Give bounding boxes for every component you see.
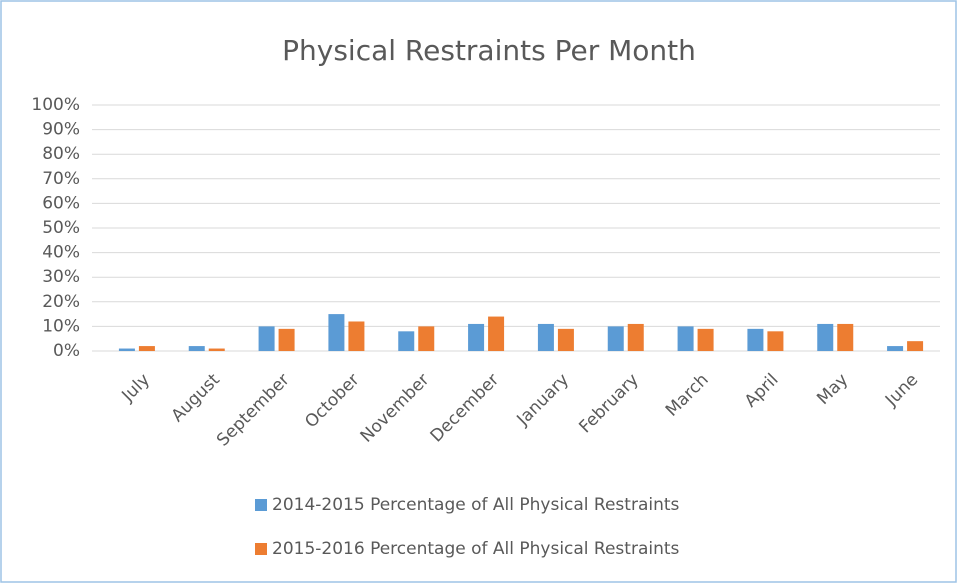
bar xyxy=(488,316,505,351)
y-tick-label: 60% xyxy=(42,193,80,213)
bar xyxy=(747,328,764,351)
y-tick-label: 10% xyxy=(42,316,80,336)
y-tick-label: 20% xyxy=(42,292,80,312)
chart-title: Physical Restraints Per Month xyxy=(282,34,696,67)
legend-label: 2014-2015 Percentage of All Physical Res… xyxy=(272,495,680,515)
bar xyxy=(907,341,924,351)
y-tick-label: 30% xyxy=(42,267,80,287)
bar xyxy=(398,331,415,351)
bar xyxy=(208,348,225,351)
bar xyxy=(557,328,574,351)
bar xyxy=(188,346,205,351)
bar xyxy=(348,321,365,351)
bar xyxy=(887,346,904,351)
legend-swatch xyxy=(255,543,267,555)
bar xyxy=(138,346,155,351)
bar xyxy=(767,331,784,351)
y-tick-label: 0% xyxy=(53,341,80,361)
legend-swatch xyxy=(255,499,267,511)
bar xyxy=(537,323,554,351)
bar xyxy=(118,348,135,351)
legend-label: 2015-2016 Percentage of All Physical Res… xyxy=(272,539,680,559)
y-tick-label: 40% xyxy=(42,243,80,263)
y-tick-label: 70% xyxy=(42,169,80,189)
bar xyxy=(627,323,644,351)
y-tick-label: 90% xyxy=(42,120,80,140)
bar xyxy=(328,314,345,351)
bar xyxy=(697,328,714,351)
bar xyxy=(258,326,275,351)
bar xyxy=(418,326,435,351)
bar xyxy=(607,326,624,351)
bar xyxy=(817,323,834,351)
bar xyxy=(677,326,694,351)
y-tick-label: 50% xyxy=(42,218,80,238)
bar xyxy=(468,323,485,351)
bar xyxy=(837,323,854,351)
y-tick-label: 80% xyxy=(42,144,80,164)
bar xyxy=(278,328,295,351)
y-tick-label: 100% xyxy=(31,95,80,115)
